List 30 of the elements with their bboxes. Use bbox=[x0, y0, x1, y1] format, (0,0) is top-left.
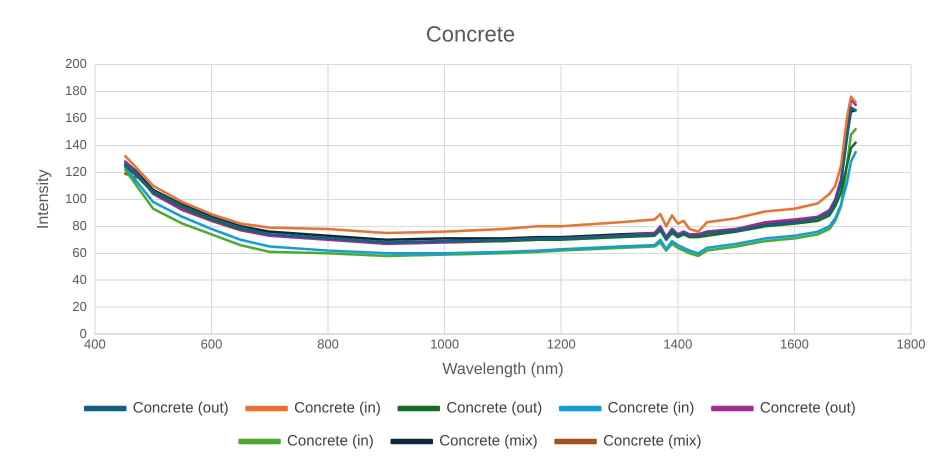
y-tick-label: 100 bbox=[65, 190, 87, 206]
x-tick-label: 1200 bbox=[546, 336, 576, 352]
x-tick-label: 1000 bbox=[430, 336, 460, 352]
x-tick-label: 1800 bbox=[896, 336, 926, 352]
y-tick-label: 20 bbox=[72, 298, 87, 314]
legend-label: Concrete (out) bbox=[760, 400, 856, 417]
legend-label: Concrete (in) bbox=[294, 400, 381, 417]
x-tick-label: 400 bbox=[84, 336, 106, 352]
y-tick-label: 200 bbox=[65, 56, 87, 71]
x-tick-label: 600 bbox=[200, 336, 222, 352]
y-tick-label: 160 bbox=[65, 110, 87, 125]
x-tick-label: 1400 bbox=[663, 336, 692, 352]
y-tick-label: 60 bbox=[72, 244, 87, 260]
legend-label: Concrete (out) bbox=[446, 400, 542, 417]
y-tick-label: 140 bbox=[65, 136, 87, 152]
legend-label: Concrete (out) bbox=[132, 400, 229, 417]
legend-label: Concrete (mix) bbox=[603, 432, 702, 450]
legend-label: Concrete (in) bbox=[608, 400, 694, 417]
legend-label: Concrete (in) bbox=[287, 432, 374, 450]
y-tick-label: 0 bbox=[80, 326, 87, 341]
legend-label: Concrete (mix) bbox=[439, 432, 538, 450]
y-tick-label: 80 bbox=[72, 218, 87, 233]
y-tick-label: 40 bbox=[72, 272, 87, 287]
y-tick-label: 120 bbox=[65, 164, 87, 179]
x-tick-label: 1600 bbox=[780, 336, 809, 352]
chart-title: Concrete bbox=[426, 21, 516, 46]
x-axis-title: Wavelength (nm) bbox=[442, 360, 564, 378]
y-axis-title: Intensity bbox=[35, 170, 52, 230]
y-tick-label: 180 bbox=[65, 82, 87, 98]
x-tick-label: 800 bbox=[317, 336, 339, 352]
